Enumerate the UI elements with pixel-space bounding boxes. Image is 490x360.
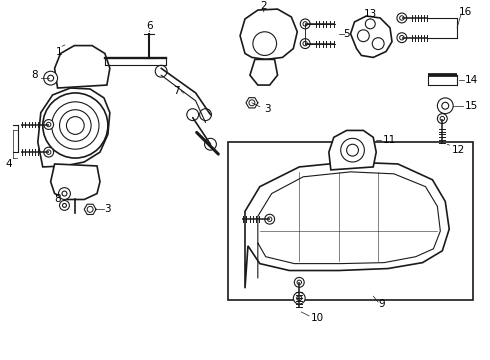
Circle shape [294, 292, 305, 304]
Text: 12: 12 [452, 145, 466, 155]
Circle shape [204, 138, 217, 150]
Circle shape [253, 32, 276, 55]
Circle shape [265, 214, 274, 224]
Polygon shape [350, 16, 392, 58]
Polygon shape [250, 59, 277, 85]
Circle shape [44, 120, 53, 130]
Text: 5: 5 [343, 29, 350, 39]
Circle shape [397, 33, 407, 42]
Text: 8: 8 [31, 70, 38, 80]
Text: 4: 4 [6, 159, 13, 169]
Polygon shape [54, 46, 110, 88]
Text: 9: 9 [378, 299, 385, 309]
Text: 3: 3 [104, 204, 111, 214]
Bar [228, 142, 473, 300]
Circle shape [199, 109, 212, 121]
Circle shape [397, 13, 407, 23]
Text: 1: 1 [56, 46, 63, 57]
Circle shape [372, 38, 384, 50]
Text: 8: 8 [54, 194, 61, 204]
Polygon shape [329, 130, 376, 170]
Circle shape [300, 19, 310, 29]
Circle shape [366, 19, 375, 29]
Text: 10: 10 [311, 313, 324, 323]
Circle shape [59, 201, 70, 210]
Circle shape [438, 114, 447, 123]
Text: 2: 2 [260, 1, 267, 11]
Text: 14: 14 [465, 75, 478, 85]
Text: 7: 7 [172, 86, 179, 96]
Polygon shape [38, 88, 110, 167]
Circle shape [300, 39, 310, 49]
Circle shape [44, 71, 57, 85]
Polygon shape [245, 162, 449, 288]
Polygon shape [240, 9, 297, 59]
Text: 16: 16 [459, 7, 472, 17]
Text: 6: 6 [146, 21, 152, 31]
Text: 11: 11 [383, 135, 396, 145]
Text: 13: 13 [364, 9, 377, 19]
Circle shape [358, 30, 369, 42]
Polygon shape [50, 164, 100, 199]
Circle shape [187, 109, 198, 121]
Text: 15: 15 [465, 101, 478, 111]
Circle shape [294, 278, 304, 287]
Circle shape [58, 188, 71, 199]
Circle shape [438, 98, 453, 114]
Text: 3: 3 [264, 104, 270, 114]
Circle shape [155, 65, 167, 77]
Circle shape [44, 147, 53, 157]
